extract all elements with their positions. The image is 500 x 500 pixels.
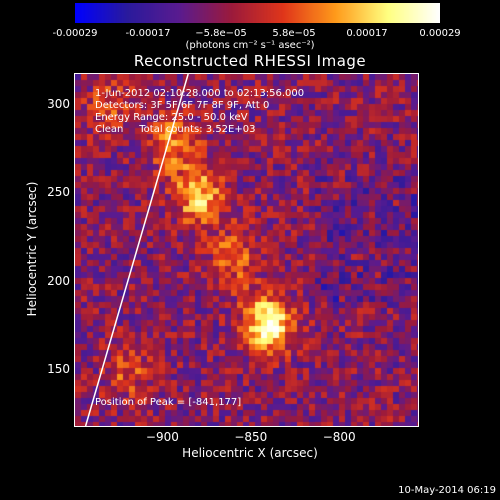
annotation-clean-counts: Clean Total counts: 3.52E+03 [95, 124, 256, 135]
colorbar-tick-label: −5.8e−05 [195, 28, 247, 39]
annotation-detectors: Detectors: 3F 5F 6F 7F 8F 9F, Att 0 [95, 100, 270, 111]
colorbar-units-label: (photons cm⁻² s⁻¹ asec⁻²) [185, 40, 315, 51]
plot-overlay [84, 74, 189, 426]
solar-limb-line [84, 74, 189, 426]
colorbar-tick-label: 5.8e−05 [272, 28, 316, 39]
x-tick-label: −800 [322, 430, 356, 444]
colorbar [75, 3, 440, 23]
chart-title: Reconstructed RHESSI Image [133, 52, 367, 70]
colorbar-tick-label: -0.00017 [125, 28, 171, 39]
y-axis-label: Heliocentric Y (arcsec) [25, 181, 39, 317]
x-axis-label: Heliocentric X (arcsec) [182, 446, 318, 460]
plot-area: 1-Jun-2012 02:10:28.000 to 02:13:56.000 … [74, 73, 419, 427]
annotation-peak-position: Position of Peak = [-841,177] [95, 397, 242, 408]
heatmap-image [75, 74, 418, 426]
footer-timestamp: 10-May-2014 06:19 [398, 485, 496, 496]
x-tick-label: −850 [234, 430, 268, 444]
y-tick-label: 300 [47, 96, 70, 111]
y-tick-label: 150 [47, 362, 70, 377]
y-tick-label: 250 [47, 185, 70, 200]
colorbar-tick-label: 0.00017 [346, 28, 388, 39]
annotation-time-range: 1-Jun-2012 02:10:28.000 to 02:13:56.000 [95, 88, 305, 99]
colorbar-tick-label: 0.00029 [419, 28, 461, 39]
annotation-energy-range: Energy Range: 25.0 - 50.0 keV [95, 112, 248, 123]
x-tick-label: −900 [145, 430, 179, 444]
colorbar-tick-label: -0.00029 [52, 28, 98, 39]
y-tick-label: 200 [47, 273, 70, 288]
